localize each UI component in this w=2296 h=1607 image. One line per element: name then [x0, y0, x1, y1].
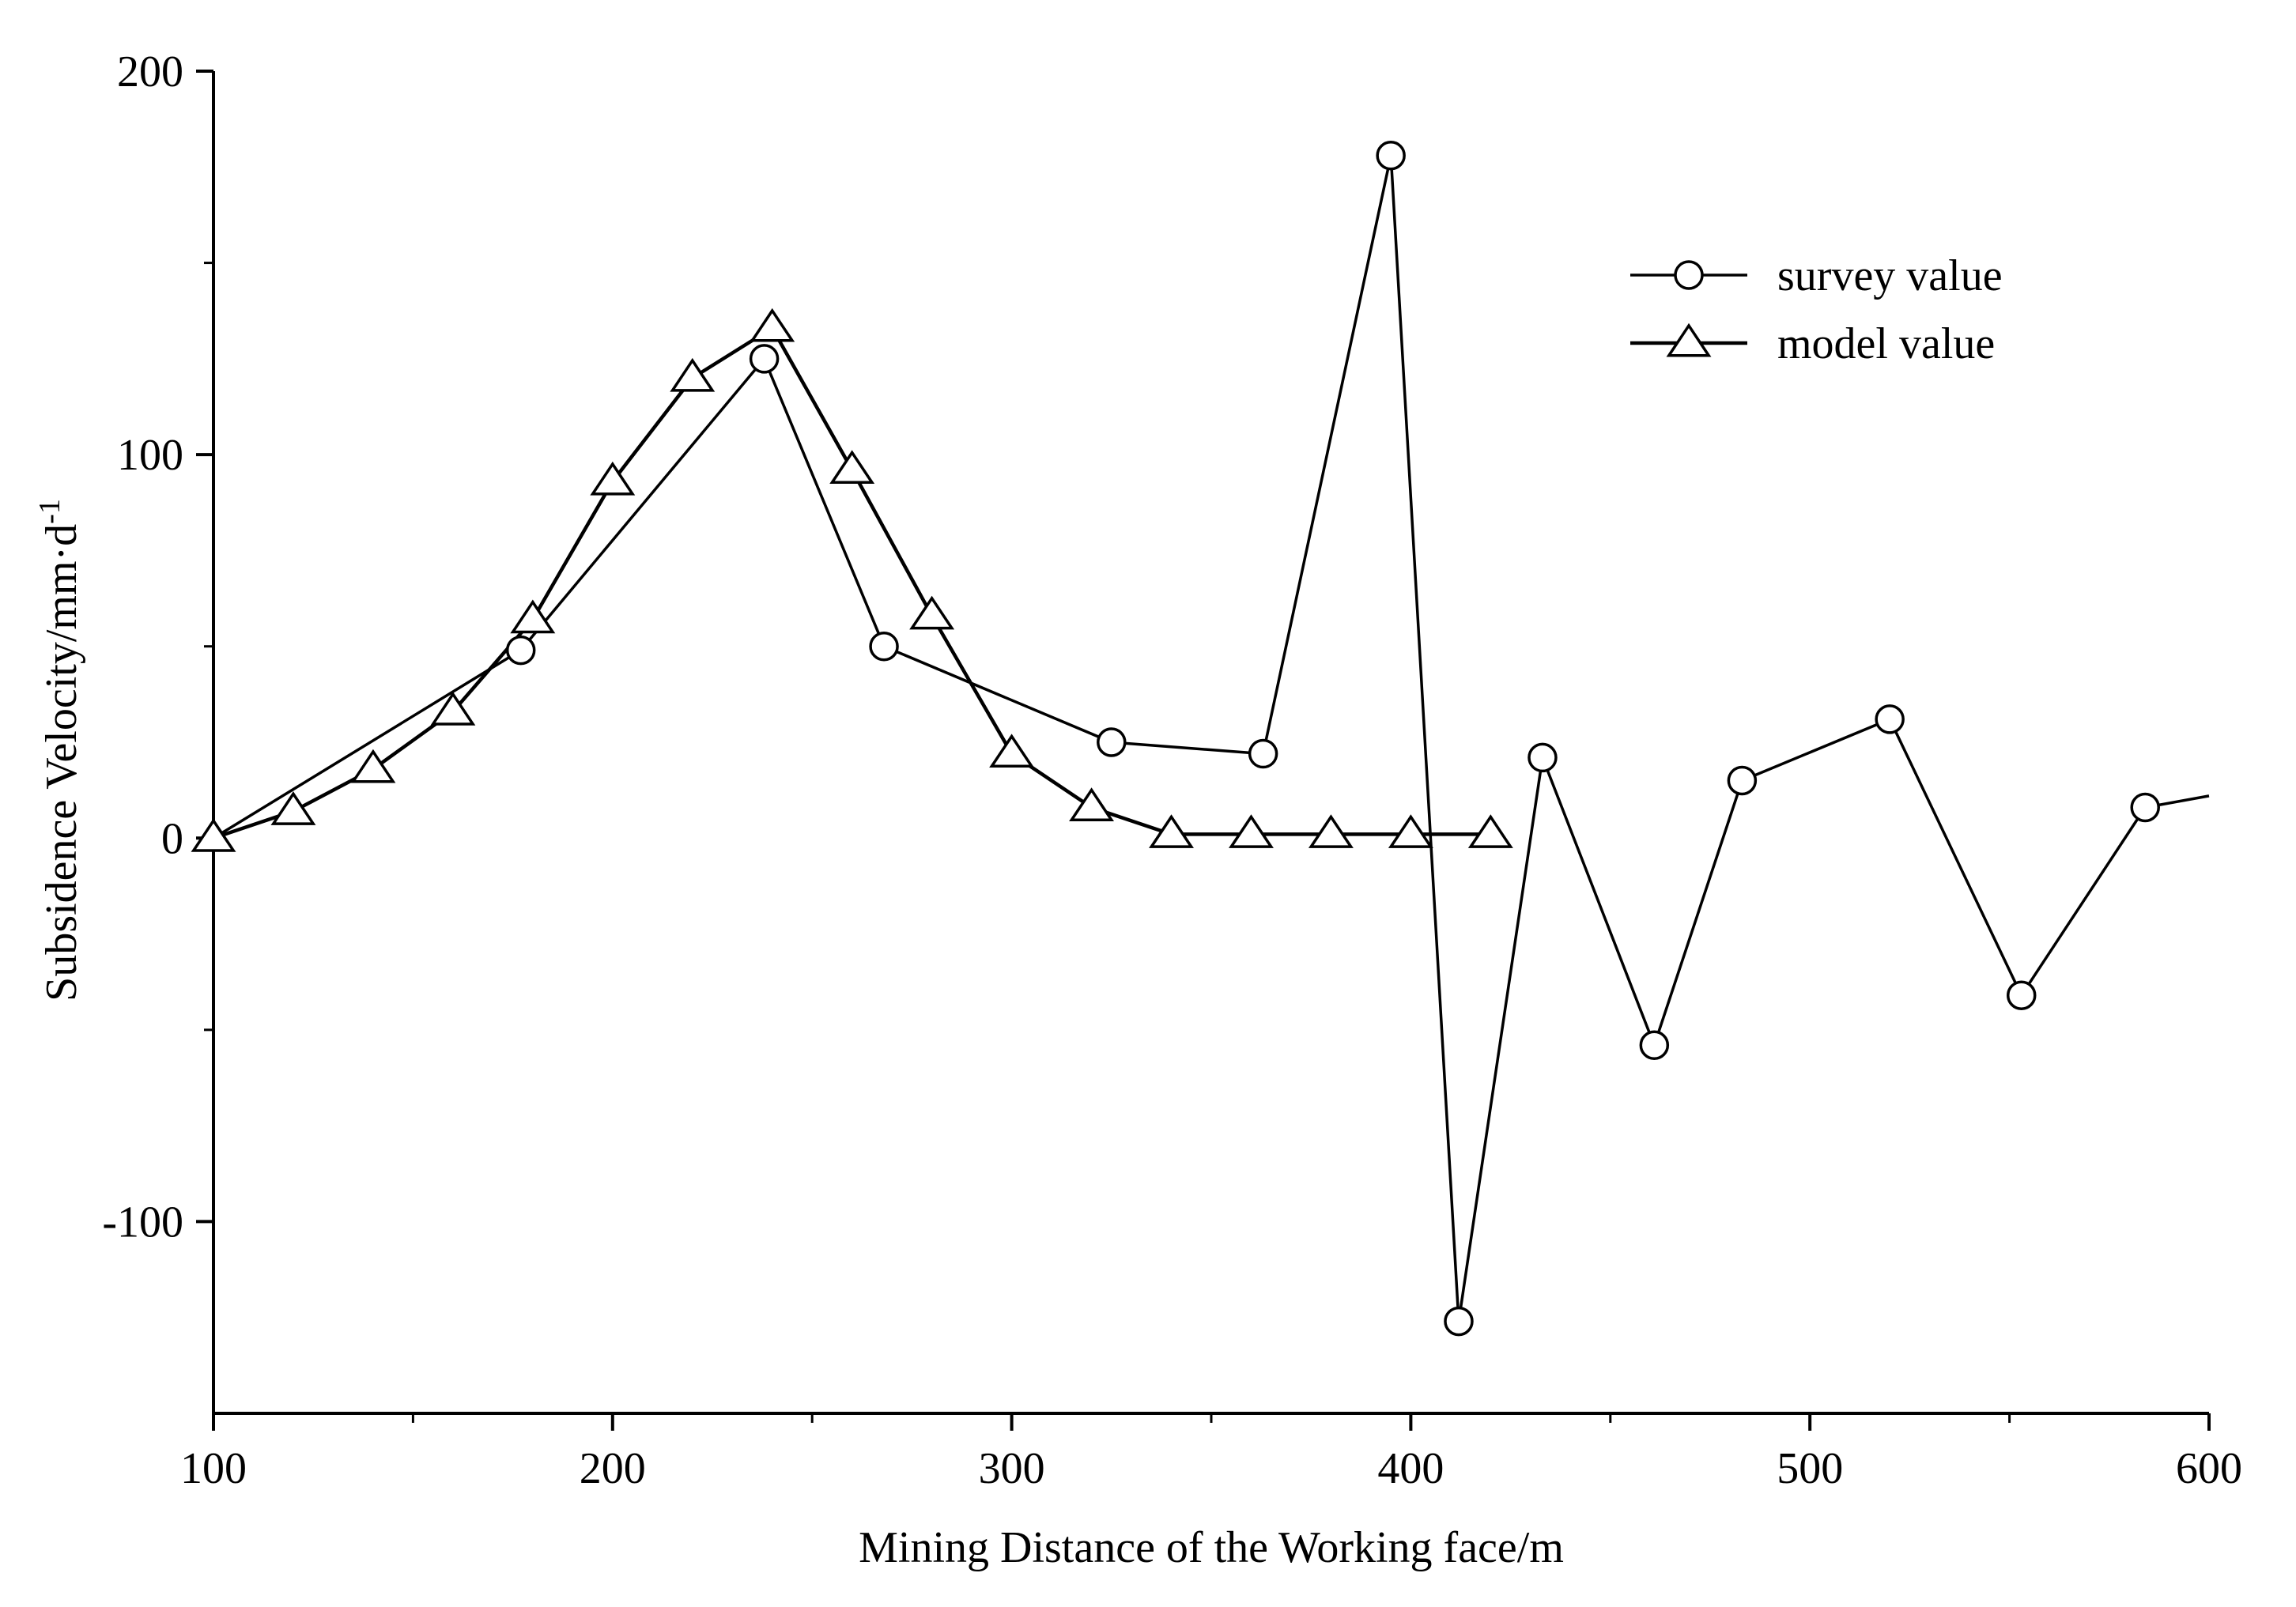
- x-axis-label: Mining Distance of the Working face/m: [859, 1523, 1564, 1572]
- y-tick-label: 0: [161, 814, 183, 863]
- x-tick-label: 400: [1377, 1444, 1444, 1493]
- data-point-model-value: [989, 734, 1035, 768]
- y-axis-label-superscript: -1: [33, 499, 66, 524]
- data-point-model-value: [1388, 814, 1433, 848]
- data-point-survey-value: [2130, 792, 2160, 823]
- y-tick-label: 200: [117, 47, 183, 96]
- data-point-model-value: [750, 307, 795, 342]
- data-point-model-value: [1467, 814, 1513, 848]
- y-tick-label: 100: [117, 431, 183, 480]
- legend-marker-survey-value: [1674, 260, 1704, 290]
- y-axis-label-main: Subsidence Velocity/mm·d: [37, 524, 86, 1002]
- data-point-survey-value: [1376, 140, 1406, 171]
- data-point-model-value: [1229, 814, 1274, 848]
- data-point-model-value: [430, 691, 476, 726]
- data-point-survey-value: [1097, 727, 1127, 757]
- data-point-model-value: [670, 357, 716, 392]
- y-axis-ticks: -100 0 100 200: [102, 47, 213, 1247]
- data-point-survey-value: [1639, 1030, 1670, 1061]
- data-point-model-value: [350, 749, 396, 783]
- data-point-model-value: [1308, 814, 1354, 848]
- data-point-survey-value: [869, 631, 899, 662]
- x-tick-label: 200: [580, 1444, 646, 1493]
- data-point-survey-value: [1528, 742, 1558, 773]
- legend-label-model-value: model value: [1777, 319, 1995, 368]
- data-point-survey-value: [1444, 1306, 1474, 1337]
- data-point-model-value: [191, 818, 236, 852]
- x-axis-ticks: 100 200 300 400 500 600: [180, 1413, 2242, 1493]
- x-tick-label: 500: [1777, 1444, 1843, 1493]
- data-point-survey-value: [1727, 765, 1758, 796]
- series-markers: [191, 140, 2160, 1337]
- y-axis-label: Subsidence Velocity/mm·d-1: [33, 499, 86, 1002]
- data-point-model-value: [590, 461, 636, 496]
- data-point-model-value: [1149, 814, 1194, 848]
- data-point-survey-value: [505, 635, 536, 666]
- data-point-survey-value: [749, 344, 780, 374]
- x-tick-label: 600: [2176, 1444, 2242, 1493]
- x-tick-label: 300: [979, 1444, 1045, 1493]
- data-point-survey-value: [1875, 704, 1905, 734]
- y-tick-label: -100: [102, 1198, 183, 1247]
- data-point-survey-value: [1248, 738, 1278, 769]
- data-point-model-value: [1069, 787, 1115, 821]
- x-tick-label: 100: [180, 1444, 247, 1493]
- data-point-model-value: [829, 450, 875, 485]
- data-point-model-value: [510, 599, 556, 634]
- data-point-survey-value: [2006, 980, 2037, 1010]
- data-point-model-value: [270, 791, 316, 825]
- data-point-model-value: [909, 595, 955, 630]
- legend-label-survey-value: survey value: [1777, 251, 2003, 300]
- legend: survey value model value: [1630, 251, 2003, 368]
- legend-marker-model-value: [1666, 323, 1712, 357]
